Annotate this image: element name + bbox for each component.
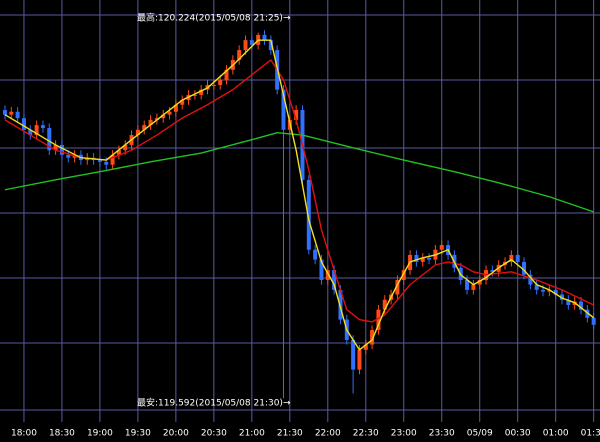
x-tick-label: 21:30 xyxy=(277,429,303,439)
high-annotation: 最高:120.224(2015/05/08 21:25)→ xyxy=(137,12,291,24)
candle-body xyxy=(294,110,299,120)
candle-body xyxy=(161,114,166,119)
candle-body xyxy=(351,339,356,370)
candle-body xyxy=(97,160,102,162)
candle-body xyxy=(2,110,7,115)
candle-body xyxy=(427,257,432,260)
x-tick-label: 19:00 xyxy=(87,429,113,439)
candle-body xyxy=(465,279,470,290)
candle-body xyxy=(192,94,197,96)
candle-body xyxy=(414,254,419,262)
candle-body xyxy=(47,128,52,151)
candle-body xyxy=(218,79,223,85)
candle-body xyxy=(123,144,128,151)
x-tick-label: 23:00 xyxy=(391,429,417,439)
candle-body xyxy=(59,144,64,155)
x-tick-label: 22:30 xyxy=(353,429,379,439)
x-tick-label: 23:30 xyxy=(429,429,455,439)
x-tick-label: 21:00 xyxy=(239,429,265,439)
x-tick-label: 18:00 xyxy=(11,429,37,439)
candle-body xyxy=(591,317,596,325)
candle-body xyxy=(490,270,495,272)
candle-body xyxy=(313,249,318,260)
candle-body xyxy=(110,154,115,165)
candle-body xyxy=(199,89,204,95)
x-tick-label: 01:30 xyxy=(581,429,600,439)
candle-body xyxy=(578,301,583,310)
candle-body xyxy=(281,89,286,130)
x-tick-label: 19:30 xyxy=(125,429,151,439)
moving-average-line xyxy=(4,58,594,323)
candle-body xyxy=(180,100,185,105)
candle-body xyxy=(142,125,147,130)
candle-body xyxy=(553,289,558,295)
candle-body xyxy=(376,309,381,331)
candle-body xyxy=(135,129,140,136)
candle-body xyxy=(243,40,248,51)
candle-body xyxy=(211,84,216,86)
candle-body xyxy=(566,299,571,306)
candle-body xyxy=(148,119,153,126)
candle-body xyxy=(262,34,267,41)
candle-body xyxy=(541,289,546,292)
candle-body xyxy=(66,154,71,158)
candle-body xyxy=(395,279,400,295)
candle-body xyxy=(332,270,337,290)
candle-body xyxy=(420,257,425,262)
candle-body xyxy=(560,294,565,300)
candle-body xyxy=(237,50,242,60)
candle-body xyxy=(547,289,552,292)
candle-body xyxy=(382,299,387,310)
candle-body xyxy=(509,254,514,262)
candle-body xyxy=(357,349,362,370)
candle-body xyxy=(40,125,45,129)
candle-body xyxy=(15,111,20,119)
x-tick-label: 01:00 xyxy=(543,429,569,439)
candle-body xyxy=(34,125,39,136)
moving-average-line xyxy=(4,39,595,351)
candle-body xyxy=(439,245,444,250)
candle-body xyxy=(306,179,311,250)
x-tick-label: 20:30 xyxy=(201,429,227,439)
candle-body xyxy=(173,104,178,112)
candle-body xyxy=(515,254,520,262)
candle-body xyxy=(325,270,330,280)
x-tick-label: 05/09 xyxy=(467,429,493,439)
candle-body xyxy=(477,279,482,285)
candle-body xyxy=(534,284,539,290)
candle-body xyxy=(268,40,273,51)
x-tick-label: 22:00 xyxy=(315,429,341,439)
x-tick-label: 18:30 xyxy=(49,429,75,439)
candle-body xyxy=(249,40,254,45)
x-tick-label: 00:30 xyxy=(505,429,531,439)
x-tick-label: 20:00 xyxy=(163,429,189,439)
candle-body xyxy=(471,284,476,290)
candle-body xyxy=(401,270,406,280)
candle-body xyxy=(9,111,14,115)
candle-body xyxy=(116,150,121,155)
candle-body xyxy=(53,144,58,151)
candle-body xyxy=(28,129,33,136)
candle-body xyxy=(21,118,26,130)
candle-body xyxy=(370,330,375,345)
candle-body xyxy=(319,259,324,280)
candle-body xyxy=(104,161,109,165)
candle-body xyxy=(363,344,368,350)
moving-average-line xyxy=(4,132,594,213)
candle-body xyxy=(522,261,527,275)
low-annotation: 最安:119.592(2015/05/08 21:30)→ xyxy=(137,397,291,409)
candle-body xyxy=(585,309,590,318)
candle-body xyxy=(224,69,229,80)
candle-body xyxy=(528,274,533,285)
candle-body xyxy=(167,111,172,115)
